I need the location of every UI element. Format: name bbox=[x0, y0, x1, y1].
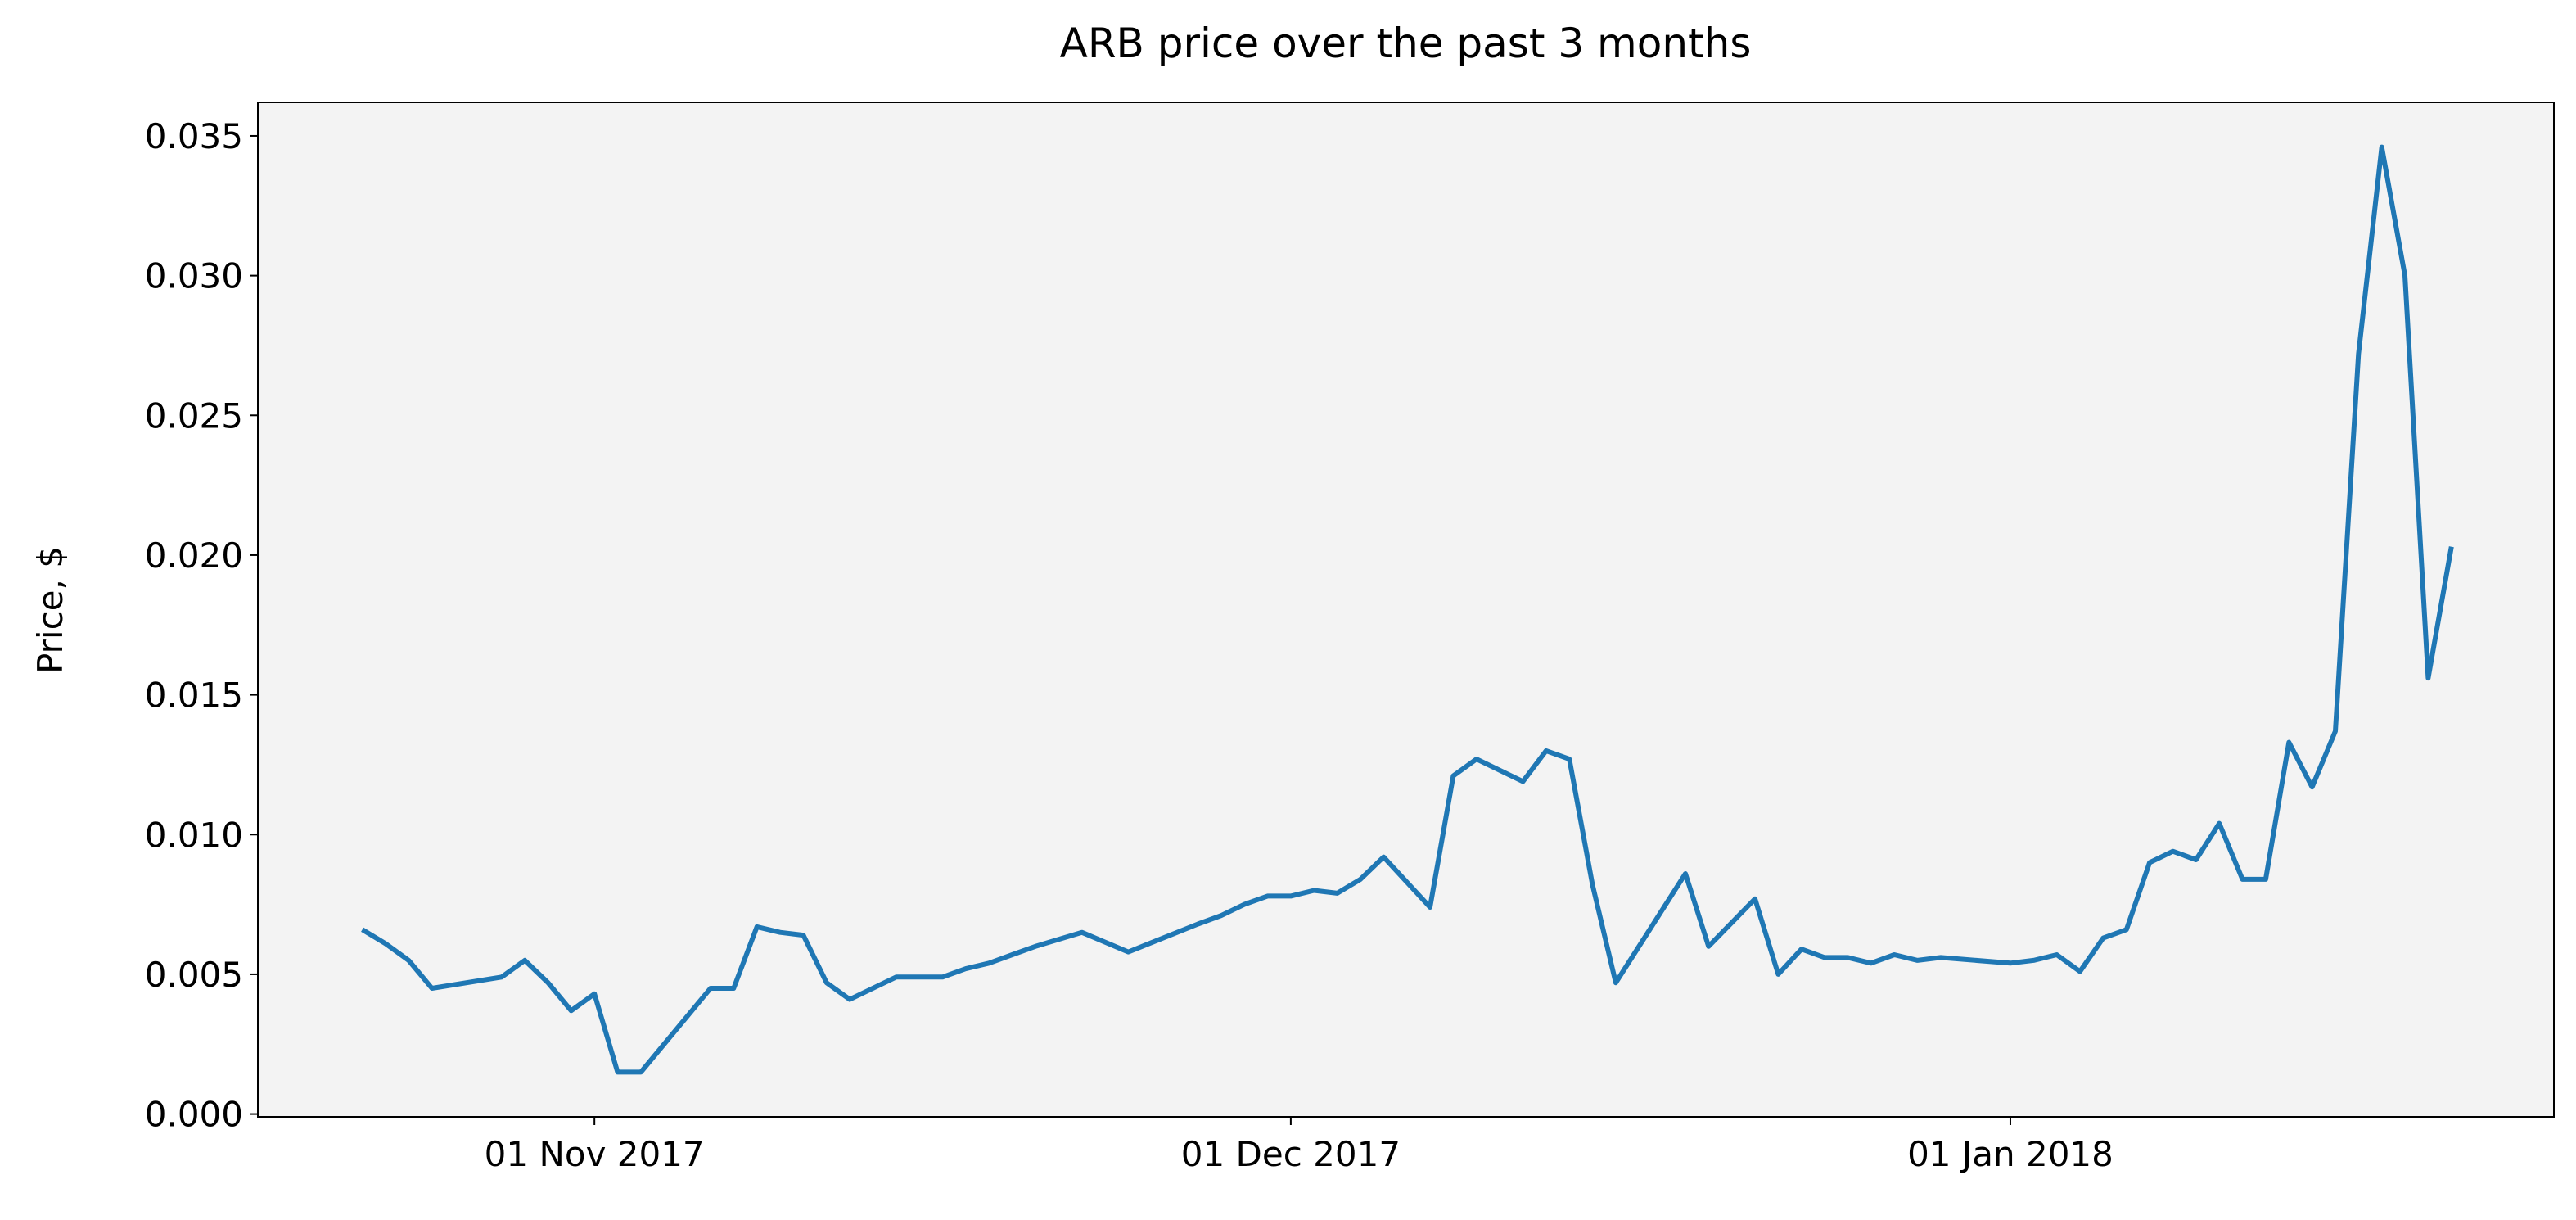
y-tick-label: 0.020 bbox=[145, 535, 243, 576]
price-line bbox=[361, 144, 2454, 1075]
plot-frame bbox=[257, 102, 2555, 1118]
y-axis-label: Price, $ bbox=[30, 546, 70, 674]
plot-area bbox=[258, 102, 2554, 1117]
y-tick-label: 0.000 bbox=[145, 1095, 243, 1135]
x-tick-label: 01 Dec 2017 bbox=[1181, 1134, 1401, 1174]
y-tick-label: 0.025 bbox=[145, 395, 243, 436]
y-tick-label: 0.035 bbox=[145, 116, 243, 156]
y-tick-label: 0.005 bbox=[145, 955, 243, 995]
y-tick-label: 0.010 bbox=[145, 815, 243, 855]
y-tick-label: 0.030 bbox=[145, 256, 243, 296]
x-tick-label: 01 Jan 2018 bbox=[1907, 1134, 2114, 1174]
x-tick-label: 01 Nov 2017 bbox=[485, 1134, 705, 1174]
y-tick-label: 0.015 bbox=[145, 676, 243, 716]
chart-title: ARB price over the past 3 months bbox=[1060, 20, 1752, 67]
